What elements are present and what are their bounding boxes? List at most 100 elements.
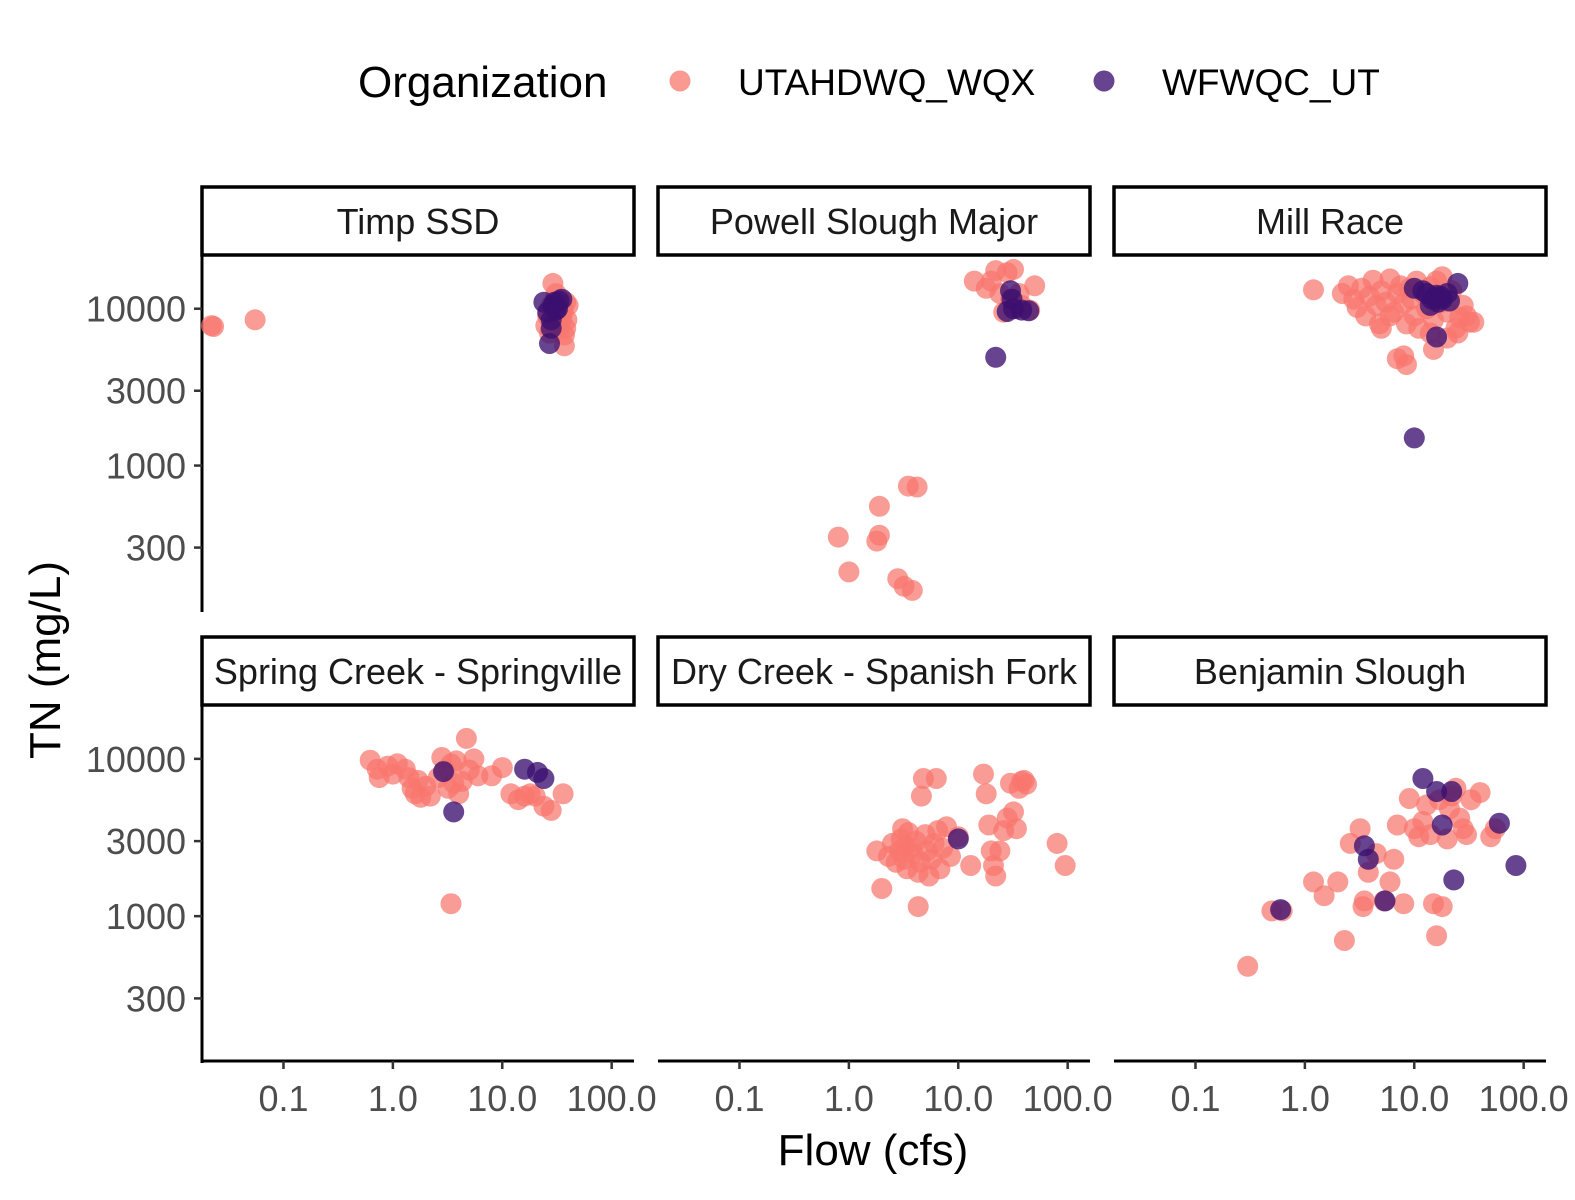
panel-title: Spring Creek - Springville xyxy=(214,651,622,692)
x-tick-label: 10.0 xyxy=(923,1078,993,1119)
data-point xyxy=(868,495,890,517)
legend-title: Organization xyxy=(358,58,607,107)
data-point xyxy=(989,840,1011,862)
x-tick-label: 100.0 xyxy=(1479,1078,1569,1119)
series-utahdwq-wqx xyxy=(359,727,574,915)
data-point xyxy=(1431,896,1453,918)
data-point xyxy=(985,865,1007,887)
strip-box xyxy=(656,185,1092,257)
data-point xyxy=(1001,288,1023,310)
data-point xyxy=(419,785,441,807)
data-point xyxy=(540,799,562,821)
data-point xyxy=(1333,930,1355,951)
data-point xyxy=(1426,925,1448,947)
series-wfwqc-ut xyxy=(1403,272,1469,449)
series-wfwqc-ut xyxy=(947,828,969,850)
legend-key-utahdwq-wqx xyxy=(669,70,691,92)
panel-dry-creek-spanish-fork: Dry Creek - Spanish Fork 0.1 1.0 10.0 100.0 xyxy=(656,635,1113,1119)
data-point xyxy=(1393,893,1415,915)
panel-title: Powell Slough Major xyxy=(710,201,1038,242)
data-point xyxy=(463,748,485,770)
legend-label-wfwqc-ut: WFWQC_UT xyxy=(1162,62,1380,103)
data-point xyxy=(1018,300,1040,322)
x-tick-label: 1.0 xyxy=(1280,1078,1330,1119)
data-point xyxy=(203,316,225,337)
x-tick-label: 10.0 xyxy=(467,1078,537,1119)
strip-box xyxy=(656,635,1092,707)
data-point xyxy=(440,893,462,915)
data-point xyxy=(1505,855,1527,876)
data-point xyxy=(1426,326,1448,348)
panel-title: Timp SSD xyxy=(337,201,500,242)
data-point xyxy=(1379,871,1401,893)
data-point xyxy=(925,768,947,789)
panel-title: Dry Creek - Spanish Fork xyxy=(671,651,1078,692)
legend-entries: UTAHDWQ_WQX WFWQC_UT xyxy=(669,62,1380,103)
panel-benjamin-slough: Benjamin Slough 0.1 1.0 10.0 100.0 xyxy=(1112,635,1569,1119)
data-point xyxy=(1054,855,1076,876)
legend-key-wfwqc-ut xyxy=(1093,70,1115,92)
data-point xyxy=(540,317,562,339)
y-tick-label: 10000 xyxy=(86,289,186,330)
data-point xyxy=(1441,781,1463,802)
data-point xyxy=(1403,427,1425,449)
data-point xyxy=(1488,812,1510,834)
strip-box xyxy=(1112,635,1548,707)
y-tick-label: 3000 xyxy=(106,821,186,862)
data-point xyxy=(1443,869,1465,891)
data-point xyxy=(539,333,560,354)
panel-mill-race: Mill Race xyxy=(1112,185,1548,449)
data-point xyxy=(1386,814,1408,836)
data-point xyxy=(901,579,923,601)
data-point xyxy=(1383,848,1405,870)
data-point xyxy=(960,855,982,876)
data-point xyxy=(1374,890,1396,912)
data-point xyxy=(985,346,1007,368)
data-point xyxy=(940,845,961,867)
data-point xyxy=(433,761,454,783)
data-point xyxy=(244,309,266,331)
data-point xyxy=(1003,258,1024,280)
panel-timp-ssd: Timp SSD 300 1000 3000 10000 xyxy=(86,185,636,612)
y-axis-title: TN (mg/L) xyxy=(21,561,70,759)
data-point xyxy=(947,828,969,850)
data-point xyxy=(1003,801,1024,823)
series-wfwqc-ut xyxy=(533,288,573,354)
strip-box xyxy=(200,635,636,707)
data-point xyxy=(1357,848,1379,870)
data-point xyxy=(1046,832,1068,854)
x-tick-label: 100.0 xyxy=(567,1078,657,1119)
x-tick-label: 100.0 xyxy=(1023,1078,1113,1119)
data-point xyxy=(552,783,574,805)
data-point xyxy=(906,476,928,498)
panel-title: Benjamin Slough xyxy=(1194,651,1466,692)
y-tick-label: 10000 xyxy=(86,739,186,780)
data-point xyxy=(838,561,860,583)
data-point xyxy=(907,896,929,918)
x-tick-label: 0.1 xyxy=(714,1078,764,1119)
data-point xyxy=(443,801,465,823)
data-point xyxy=(1303,279,1324,301)
data-point xyxy=(455,727,477,749)
panel-spring-creek-springville: Spring Creek - Springville 300 1000 3000 100… xyxy=(86,635,657,1119)
data-point xyxy=(1469,782,1491,804)
panel-title: Mill Race xyxy=(1256,201,1404,242)
x-tick-label: 1.0 xyxy=(824,1078,874,1119)
panel-powell-slough-major: Powell Slough Major xyxy=(656,185,1092,601)
series-utahdwq-wqx xyxy=(201,272,579,357)
y-tick-label: 3000 xyxy=(106,371,186,412)
data-point xyxy=(910,785,932,807)
data-point xyxy=(1024,275,1046,297)
series-wfwqc-ut xyxy=(1270,768,1527,921)
data-point xyxy=(491,757,513,779)
data-point xyxy=(1412,768,1434,789)
legend-label-utahdwq-wqx: UTAHDWQ_WQX xyxy=(738,62,1035,103)
data-point xyxy=(1463,311,1485,333)
data-point xyxy=(975,783,997,805)
strip-box xyxy=(1112,185,1548,257)
data-point xyxy=(1237,955,1259,977)
strip-box xyxy=(200,185,636,257)
data-point xyxy=(1398,788,1420,809)
data-point xyxy=(1439,290,1460,312)
